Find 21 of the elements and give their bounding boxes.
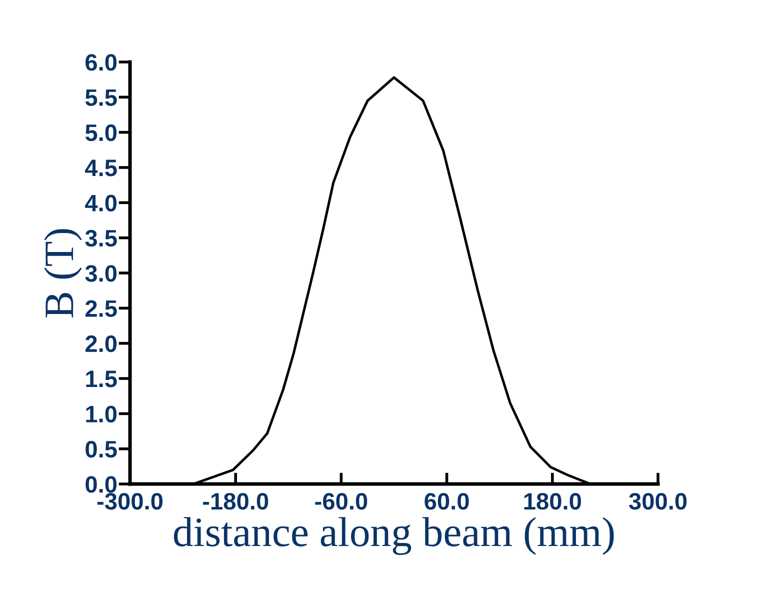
y-tick-label: 5.0 bbox=[85, 124, 117, 142]
y-tick-label: 3.0 bbox=[85, 265, 117, 282]
y-tick-label: 6.0 bbox=[86, 54, 117, 71]
x-tick-label: -60.0 bbox=[315, 492, 368, 510]
x-tick-label: 60.0 bbox=[424, 492, 469, 510]
y-tick-label: 1.0 bbox=[86, 406, 117, 422]
x-tick-label: 300.0 bbox=[629, 492, 687, 510]
y-tick-label: 1.5 bbox=[86, 370, 117, 388]
x-tick-label: -180.0 bbox=[203, 492, 268, 510]
y-axis-title: B (T) bbox=[44, 229, 82, 318]
y-tick-label: 0.5 bbox=[86, 440, 117, 458]
y-tick-label: 2.5 bbox=[86, 300, 117, 317]
y-tick-label: 5.5 bbox=[85, 89, 117, 106]
y-tick-label: 0.0 bbox=[86, 476, 117, 493]
y-tick-label: 3.5 bbox=[85, 230, 117, 247]
y-tick-label: 2.0 bbox=[86, 335, 117, 352]
y-tick-label: 4.0 bbox=[85, 194, 117, 212]
y-tick-label: 4.5 bbox=[85, 160, 117, 176]
x-axis-title: distance along beam (mm) bbox=[174, 517, 614, 556]
x-tick-label: 180.0 bbox=[524, 492, 581, 510]
x-tick-label: -300.0 bbox=[97, 492, 163, 510]
